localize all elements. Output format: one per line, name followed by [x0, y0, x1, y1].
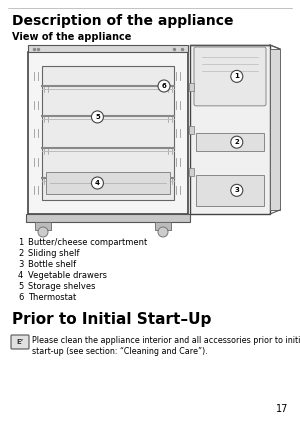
Text: Bottle shelf: Bottle shelf: [28, 260, 76, 269]
Text: start-up (see section: “Cleaning and Care”).: start-up (see section: “Cleaning and Car…: [32, 347, 208, 356]
Text: Thermostat: Thermostat: [28, 293, 76, 302]
Circle shape: [158, 227, 168, 237]
Text: Butter/cheese compartment: Butter/cheese compartment: [28, 238, 147, 247]
Circle shape: [231, 136, 243, 148]
Bar: [190, 45, 270, 214]
Text: 1: 1: [18, 238, 23, 247]
Text: 17: 17: [276, 404, 288, 414]
Text: Vegetable drawers: Vegetable drawers: [28, 271, 107, 280]
Text: Sliding shelf: Sliding shelf: [28, 249, 80, 258]
Text: E’: E’: [16, 339, 24, 345]
FancyBboxPatch shape: [194, 47, 266, 106]
Text: Prior to Initial Start–Up: Prior to Initial Start–Up: [12, 312, 211, 327]
Text: 6: 6: [162, 83, 167, 89]
Bar: [196, 175, 264, 206]
Bar: [189, 125, 194, 133]
Bar: [35, 222, 51, 230]
Bar: [28, 45, 188, 52]
Bar: [270, 49, 280, 210]
Text: Storage shelves: Storage shelves: [28, 282, 95, 291]
Text: 5: 5: [95, 114, 100, 120]
Bar: [189, 83, 194, 91]
Circle shape: [158, 80, 170, 92]
Bar: [42, 66, 174, 200]
Text: 6: 6: [18, 293, 23, 302]
Text: 3: 3: [18, 260, 23, 269]
Bar: [155, 222, 171, 230]
Circle shape: [38, 227, 48, 237]
Bar: [28, 52, 188, 214]
Bar: [46, 172, 170, 194]
Text: 1: 1: [234, 74, 239, 79]
Bar: [196, 133, 264, 151]
Text: 4: 4: [18, 271, 23, 280]
Text: Description of the appliance: Description of the appliance: [12, 14, 233, 28]
Text: 5: 5: [18, 282, 23, 291]
Text: View of the appliance: View of the appliance: [12, 32, 131, 42]
FancyBboxPatch shape: [11, 335, 29, 349]
Circle shape: [231, 184, 243, 196]
Text: Please clean the appliance interior and all accessories prior to initial: Please clean the appliance interior and …: [32, 336, 300, 345]
Circle shape: [92, 177, 104, 189]
Text: 4: 4: [95, 180, 100, 186]
Circle shape: [92, 111, 104, 123]
Text: 3: 3: [234, 187, 239, 193]
Circle shape: [231, 71, 243, 82]
Bar: [189, 168, 194, 176]
Bar: [26, 214, 190, 222]
Text: 2: 2: [18, 249, 23, 258]
Text: 2: 2: [234, 139, 239, 145]
